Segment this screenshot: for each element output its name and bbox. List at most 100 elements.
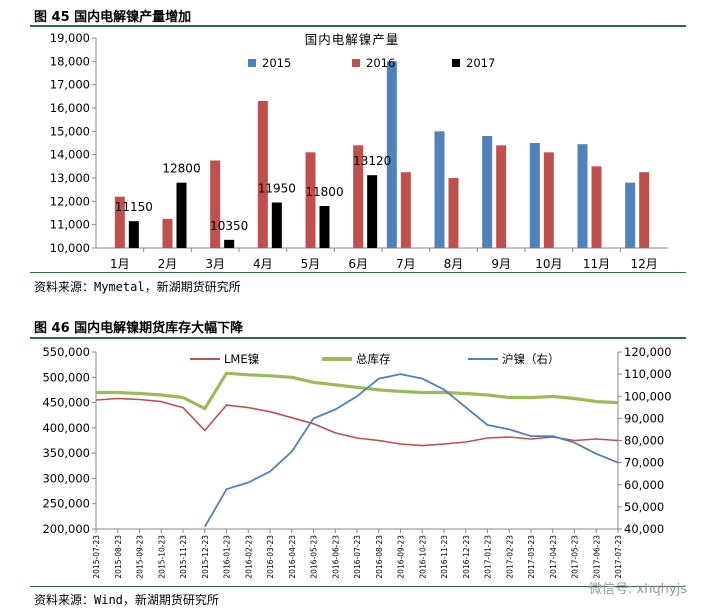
bar-2017 (367, 175, 378, 248)
x-tick-label: 1月 (110, 257, 130, 271)
chart-title: 国内电解镍产量 (305, 32, 400, 47)
series-line-1 (96, 371, 619, 411)
x-tick-label: 6月 (348, 257, 368, 271)
x-tick-label: 4月 (253, 257, 273, 271)
legend-label-2: 沪镍（右） (502, 352, 560, 366)
figure1-bottom-rule (30, 272, 686, 273)
y-tick-label: 12,000 (50, 194, 90, 208)
left-tick-label: 250,000 (42, 497, 90, 511)
x-tick-label: 8月 (444, 257, 464, 271)
bar-2015 (577, 144, 588, 248)
y-tick-label: 13,000 (50, 171, 90, 185)
bar-2015 (482, 136, 493, 248)
bar-2017 (224, 239, 235, 248)
left-tick-label: 500,000 (42, 370, 90, 384)
x-tick-label: 2015-07-23 (92, 535, 101, 579)
x-tick-label: 2016-10-23 (418, 535, 427, 579)
legend-label-2015: 2015 (262, 56, 291, 70)
y-tick-label: 19,000 (50, 31, 90, 45)
right-tick-label: 50,000 (624, 500, 664, 514)
x-tick-label: 7月 (396, 257, 416, 271)
right-tick-label: 90,000 (624, 411, 664, 425)
legend-label-2017: 2017 (466, 56, 495, 70)
x-tick-label: 2016-04-23 (288, 535, 297, 579)
bar-2016 (114, 196, 125, 248)
legend-swatch-2017 (452, 59, 460, 67)
left-tick-label: 350,000 (42, 446, 90, 460)
bar-2017 (128, 221, 139, 248)
bar-2017 (319, 206, 330, 248)
bar-2015 (529, 143, 540, 248)
x-tick-label: 5月 (301, 257, 321, 271)
x-tick-label: 2016-05-23 (310, 535, 319, 579)
x-tick-label: 3月 (205, 257, 225, 271)
x-tick-label: 2016-12-23 (462, 535, 471, 579)
left-tick-label: 400,000 (42, 421, 90, 435)
wechat-watermark: 微信号: xhqhyjs (588, 582, 687, 597)
left-tick-label: 450,000 (42, 396, 90, 410)
bar-2016 (543, 152, 554, 248)
bar-2016 (162, 218, 173, 248)
bar-2015 (625, 182, 636, 248)
x-tick-label: 2015-12-23 (201, 535, 210, 579)
data-label-2017: 11950 (258, 182, 296, 196)
bar-2016 (400, 172, 411, 248)
x-tick-label: 2017-07-23 (614, 535, 623, 579)
x-tick-label: 2016-03-23 (266, 535, 275, 579)
figure2-bottom-rule (30, 586, 686, 587)
bar-2016 (305, 152, 316, 248)
legend-label-1: 总库存 (356, 352, 391, 366)
bar-2017 (176, 182, 187, 248)
y-tick-label: 17,000 (50, 78, 90, 92)
bar-2016 (639, 172, 650, 248)
right-tick-label: 100,000 (624, 389, 672, 403)
right-tick-label: 60,000 (624, 478, 664, 492)
data-label-2017: 12800 (162, 162, 200, 176)
figure1-source: 资料来源：Mymetal，新湖期货研究所 (34, 280, 241, 294)
left-tick-label: 200,000 (42, 522, 90, 536)
y-tick-label: 18,000 (50, 54, 90, 68)
series-line-2 (204, 373, 619, 528)
left-tick-label: 550,000 (42, 345, 90, 359)
right-tick-label: 120,000 (624, 345, 672, 359)
x-tick-label: 2017-05-23 (571, 535, 580, 579)
right-tick-label: 80,000 (624, 434, 664, 448)
x-tick-label: 2017-02-23 (505, 535, 514, 579)
y-tick-label: 15,000 (50, 124, 90, 138)
x-tick-label: 2017-04-23 (549, 535, 558, 579)
x-tick-label: 2016-08-23 (375, 535, 384, 579)
x-tick-label: 12月 (631, 257, 658, 271)
figure1-top-rule (30, 25, 686, 27)
y-tick-label: 11,000 (50, 218, 90, 232)
x-tick-label: 2017-03-23 (527, 535, 536, 579)
figure1-caption: 图 45 国内电解镍产量增加 (34, 10, 192, 25)
x-tick-label: 2016-06-23 (331, 535, 340, 579)
bar-2016 (448, 178, 459, 248)
y-tick-label: 10,000 (50, 241, 90, 255)
x-tick-label: 2015-08-23 (114, 535, 123, 579)
x-tick-label: 2016-02-23 (244, 535, 253, 579)
x-tick-label: 2016-01-23 (223, 535, 232, 579)
data-label-2017: 10350 (210, 219, 248, 233)
x-tick-label: 2015-10-23 (157, 535, 166, 579)
bar-2016 (496, 145, 507, 248)
right-tick-label: 110,000 (624, 367, 672, 381)
x-tick-label: 2017-06-23 (592, 535, 601, 579)
data-label-2017: 11800 (305, 185, 343, 199)
data-label-2017: 11150 (115, 200, 153, 214)
x-tick-label: 2月 (158, 257, 178, 271)
x-tick-label: 2017-01-23 (484, 535, 493, 579)
x-tick-label: 9月 (491, 257, 511, 271)
bar-2016 (591, 166, 602, 248)
right-tick-label: 40,000 (624, 522, 664, 536)
figure2-caption: 图 46 国内电解镍期货库存大幅下降 (34, 321, 244, 336)
legend-swatch-2016 (352, 59, 360, 67)
bar-2016 (210, 160, 221, 248)
bar-2015 (386, 61, 397, 249)
legend-label-2016: 2016 (366, 56, 395, 70)
y-tick-label: 14,000 (50, 148, 90, 162)
x-tick-label: 2016-09-23 (397, 535, 406, 579)
data-label-2017: 13120 (353, 154, 391, 168)
figure2-source: 资料来源：Wind，新湖期货研究所 (34, 593, 219, 607)
